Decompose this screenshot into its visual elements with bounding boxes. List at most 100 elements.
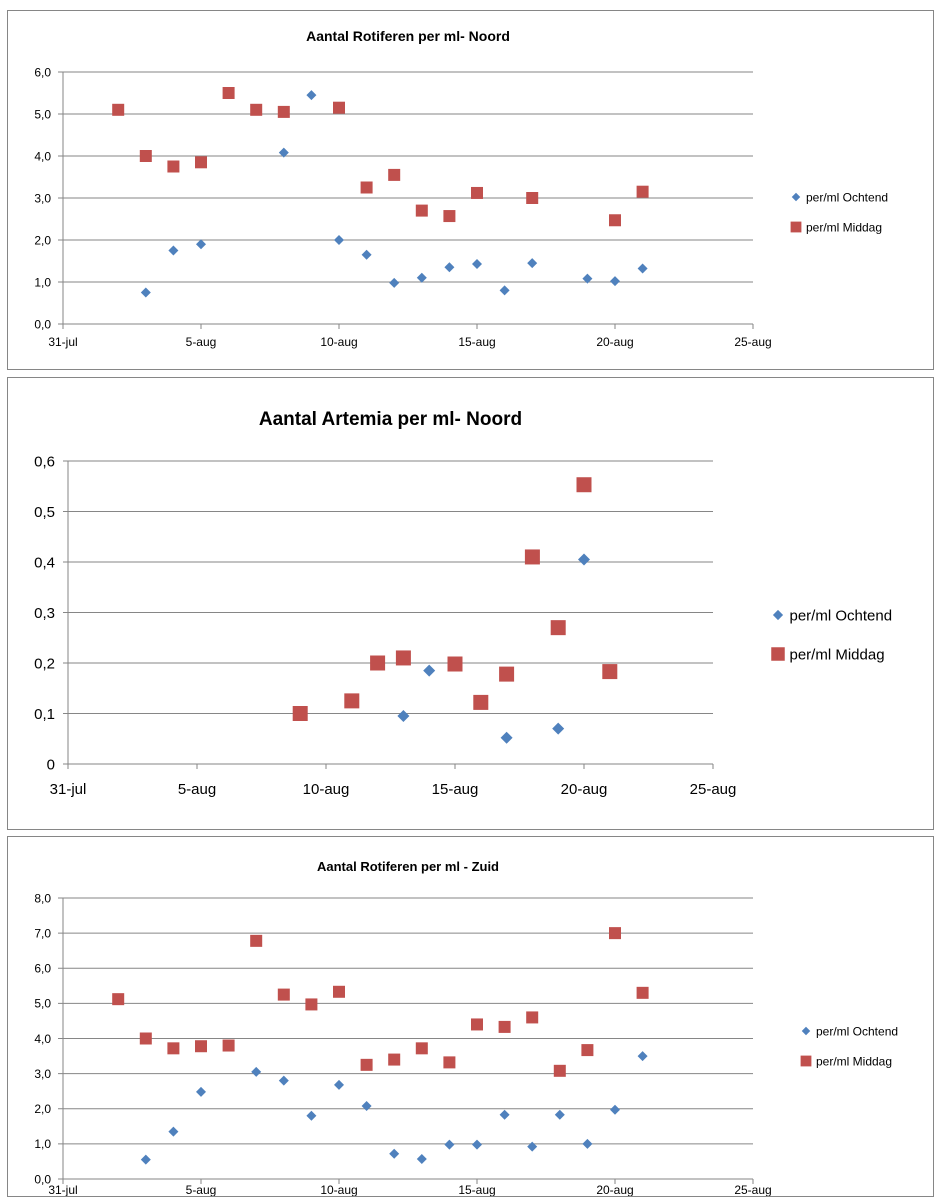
- data-point-middag: [388, 1053, 401, 1066]
- x-tick-label: 25-aug: [734, 335, 771, 349]
- x-tick-label: 5-aug: [186, 335, 217, 349]
- y-tick-label: 4,0: [34, 1032, 51, 1046]
- legend-marker-ochtend: [791, 192, 801, 202]
- chart-artemia-noord: Aantal Artemia per ml- Noord 0 0,1 0,2 0,3 0,…: [7, 377, 934, 830]
- chart-svg-rotiferen-noord: Aantal Rotiferen per ml- Noord 0,0 1,0 2,0 3…: [34, 28, 888, 349]
- data-point-middag: [443, 210, 456, 223]
- x-tick-label: 31-jul: [48, 335, 77, 349]
- legend-marker-middag: [790, 221, 802, 233]
- y-tick-label: 8,0: [34, 891, 51, 905]
- chart-title: Aantal Artemia per ml- Noord: [259, 409, 522, 430]
- x-tick-label: 25-aug: [690, 781, 737, 798]
- data-point-middag: [553, 1064, 566, 1077]
- legend-label: per/ml Middag: [816, 1054, 892, 1068]
- data-point-ochtend: [416, 1153, 427, 1164]
- x-tick-label: 15-aug: [432, 781, 479, 798]
- data-point-middag: [277, 105, 290, 118]
- chart-title: Aantal Rotiferen per ml - Zuid: [317, 859, 499, 874]
- x-tick-label: 31-jul: [48, 1183, 77, 1196]
- y-tick-label: 7,0: [34, 926, 51, 940]
- x-tick-label: 20-aug: [596, 335, 633, 349]
- legend-label: per/ml Ochtend: [816, 1024, 898, 1038]
- chart-svg-artemia-noord: Aantal Artemia per ml- Noord 0 0,1 0,2 0,3 0,…: [34, 409, 893, 798]
- data-point-ochtend: [444, 262, 455, 273]
- data-point-middag: [576, 477, 592, 493]
- data-point-ochtend: [527, 1141, 538, 1152]
- x-tick-label: 15-aug: [458, 1183, 495, 1196]
- data-point-ochtend: [423, 664, 436, 677]
- data-point-ochtend: [196, 239, 206, 250]
- data-point-middag: [550, 620, 566, 636]
- data-point-ochtend: [140, 287, 151, 298]
- chart-title: Aantal Rotiferen per ml- Noord: [306, 28, 510, 44]
- data-point-ochtend: [196, 1086, 206, 1097]
- data-point-ochtend: [334, 235, 344, 245]
- data-point-middag: [277, 988, 290, 1001]
- data-point-ochtend: [472, 1139, 482, 1150]
- data-point-ochtend: [389, 1148, 400, 1159]
- data-point-middag: [139, 1032, 152, 1045]
- data-point-ochtend: [306, 1110, 317, 1121]
- data-point-middag: [167, 160, 180, 173]
- y-tick-label: 5,0: [34, 107, 51, 121]
- data-point-middag: [473, 694, 489, 710]
- data-point-ochtend: [168, 1126, 179, 1137]
- legend-marker-ochtend: [801, 1026, 811, 1036]
- data-point-ochtend: [334, 1079, 344, 1090]
- data-point-middag: [250, 934, 263, 947]
- data-point-middag: [499, 666, 515, 682]
- data-point-middag: [447, 656, 463, 672]
- x-tick-label: 10-aug: [320, 335, 357, 349]
- data-point-middag: [388, 168, 401, 181]
- data-point-middag: [636, 185, 649, 198]
- data-point-middag: [609, 927, 621, 940]
- data-point-middag: [581, 1044, 594, 1057]
- data-point-ochtend: [444, 1139, 455, 1150]
- legend-marker-middag: [771, 647, 785, 661]
- data-point-middag: [636, 986, 649, 999]
- data-point-middag: [195, 156, 207, 169]
- y-tick-label: 0,5: [34, 504, 55, 521]
- data-point-ochtend: [552, 722, 565, 735]
- legend-label: per/ml Ochtend: [790, 607, 893, 624]
- data-point-ochtend: [582, 273, 593, 284]
- data-point-ochtend: [637, 263, 648, 274]
- data-point-ochtend: [168, 245, 179, 256]
- chart-rotiferen-noord: Aantal Rotiferen per ml- Noord 0,0 1,0 2,0 3…: [7, 10, 934, 370]
- y-tick-label: 6,0: [34, 65, 51, 79]
- data-point-middag: [526, 1011, 539, 1024]
- data-point-middag: [443, 1056, 456, 1069]
- data-point-ochtend: [637, 1051, 648, 1062]
- data-point-middag: [139, 150, 152, 162]
- data-point-middag: [526, 192, 539, 204]
- data-point-ochtend: [500, 731, 513, 744]
- y-tick-label: 0,0: [34, 1172, 51, 1186]
- x-tick-label: 5-aug: [178, 781, 216, 798]
- data-point-middag: [305, 998, 318, 1011]
- data-point-ochtend: [499, 1109, 510, 1120]
- data-point-middag: [112, 103, 125, 116]
- legend-label: per/ml Middag: [806, 220, 882, 234]
- y-tick-label: 3,0: [34, 1067, 51, 1081]
- data-point-middag: [250, 103, 263, 116]
- x-tick-label: 15-aug: [458, 335, 495, 349]
- data-point-ochtend: [361, 1100, 372, 1111]
- data-point-ochtend: [416, 272, 427, 283]
- data-point-middag: [344, 693, 360, 709]
- y-tick-label: 0,0: [34, 317, 51, 331]
- legend-label: per/ml Middag: [790, 646, 885, 663]
- data-point-middag: [395, 650, 411, 666]
- x-tick-label: 20-aug: [596, 1183, 633, 1196]
- y-tick-label: 0,1: [34, 706, 55, 723]
- data-point-middag: [602, 664, 618, 680]
- y-tick-label: 1,0: [34, 1137, 51, 1151]
- data-point-ochtend: [251, 1066, 262, 1077]
- y-tick-label: 6,0: [34, 962, 51, 976]
- x-tick-label: 20-aug: [561, 781, 608, 798]
- x-tick-label: 31-jul: [50, 781, 87, 798]
- y-tick-label: 0,3: [34, 605, 55, 622]
- y-tick-label: 2,0: [34, 1102, 51, 1116]
- data-point-ochtend: [472, 258, 482, 269]
- data-point-ochtend: [578, 553, 590, 566]
- x-tick-label: 10-aug: [320, 1183, 357, 1196]
